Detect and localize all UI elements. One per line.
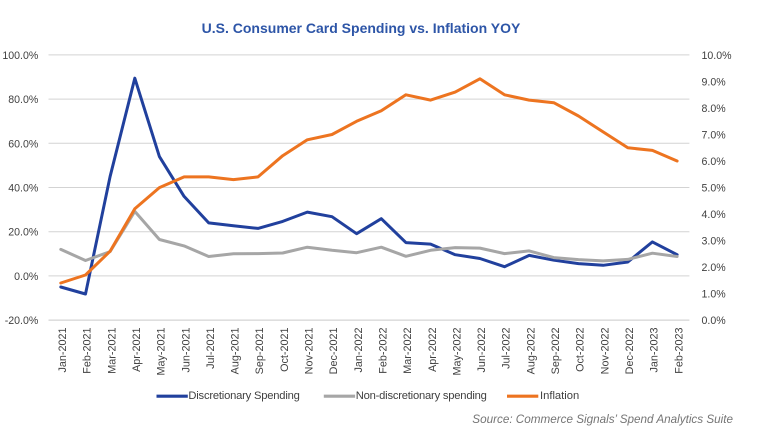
svg-text:60.0%: 60.0% xyxy=(8,138,39,150)
svg-text:80.0%: 80.0% xyxy=(8,94,39,106)
svg-text:Nov-2021: Nov-2021 xyxy=(304,328,316,375)
svg-text:Jan-2022: Jan-2022 xyxy=(353,328,365,373)
svg-text:5.0%: 5.0% xyxy=(702,183,727,195)
svg-text:Feb-2023: Feb-2023 xyxy=(673,328,685,374)
svg-text:Jun-2021: Jun-2021 xyxy=(180,328,192,373)
svg-text:9.0%: 9.0% xyxy=(702,77,727,89)
svg-text:Inflation: Inflation xyxy=(540,390,579,402)
svg-text:Feb-2022: Feb-2022 xyxy=(378,328,390,374)
svg-text:Jul-2022: Jul-2022 xyxy=(501,328,513,369)
svg-text:Non-discretionary spending: Non-discretionary spending xyxy=(356,390,487,402)
svg-text:Oct-2021: Oct-2021 xyxy=(279,328,291,372)
svg-text:0.0%: 0.0% xyxy=(14,271,39,283)
svg-text:Jan-2021: Jan-2021 xyxy=(57,328,69,373)
svg-text:Jul-2021: Jul-2021 xyxy=(205,328,217,369)
svg-text:Apr-2021: Apr-2021 xyxy=(131,328,143,372)
svg-text:Dec-2021: Dec-2021 xyxy=(328,328,340,375)
svg-text:3.0%: 3.0% xyxy=(702,236,727,248)
svg-text:Mar-2022: Mar-2022 xyxy=(402,328,414,374)
svg-text:2.0%: 2.0% xyxy=(702,262,727,274)
svg-text:40.0%: 40.0% xyxy=(8,183,39,195)
svg-text:0.0%: 0.0% xyxy=(702,315,727,327)
svg-text:U.S. Consumer Card Spending vs: U.S. Consumer Card Spending vs. Inflatio… xyxy=(202,20,521,36)
svg-text:Sep-2022: Sep-2022 xyxy=(550,328,562,375)
svg-text:Jan-2023: Jan-2023 xyxy=(649,328,661,373)
svg-text:Jun-2022: Jun-2022 xyxy=(476,328,488,373)
svg-text:Source: Commerce Signals’ Spen: Source: Commerce Signals’ Spend Analytic… xyxy=(472,413,733,426)
svg-text:-20.0%: -20.0% xyxy=(5,315,39,327)
svg-text:Dec-2022: Dec-2022 xyxy=(624,328,636,375)
svg-text:Apr-2022: Apr-2022 xyxy=(427,328,439,372)
svg-text:7.0%: 7.0% xyxy=(702,130,727,142)
svg-text:100.0%: 100.0% xyxy=(2,50,39,62)
svg-text:4.0%: 4.0% xyxy=(702,209,727,221)
svg-text:1.0%: 1.0% xyxy=(702,289,727,301)
svg-text:May-2021: May-2021 xyxy=(156,328,168,376)
svg-text:Aug-2021: Aug-2021 xyxy=(230,328,242,375)
svg-text:Nov-2022: Nov-2022 xyxy=(599,328,611,375)
svg-text:Aug-2022: Aug-2022 xyxy=(525,328,537,375)
svg-text:Oct-2022: Oct-2022 xyxy=(575,328,587,372)
svg-text:Mar-2021: Mar-2021 xyxy=(106,328,118,374)
svg-text:Feb-2021: Feb-2021 xyxy=(82,328,94,374)
svg-text:Sep-2021: Sep-2021 xyxy=(254,328,266,375)
svg-text:8.0%: 8.0% xyxy=(702,103,727,115)
svg-text:10.0%: 10.0% xyxy=(702,50,733,62)
svg-text:6.0%: 6.0% xyxy=(702,156,727,168)
svg-text:May-2022: May-2022 xyxy=(451,328,463,376)
svg-text:20.0%: 20.0% xyxy=(8,227,39,239)
svg-text:Discretionary Spending: Discretionary Spending xyxy=(188,390,299,402)
